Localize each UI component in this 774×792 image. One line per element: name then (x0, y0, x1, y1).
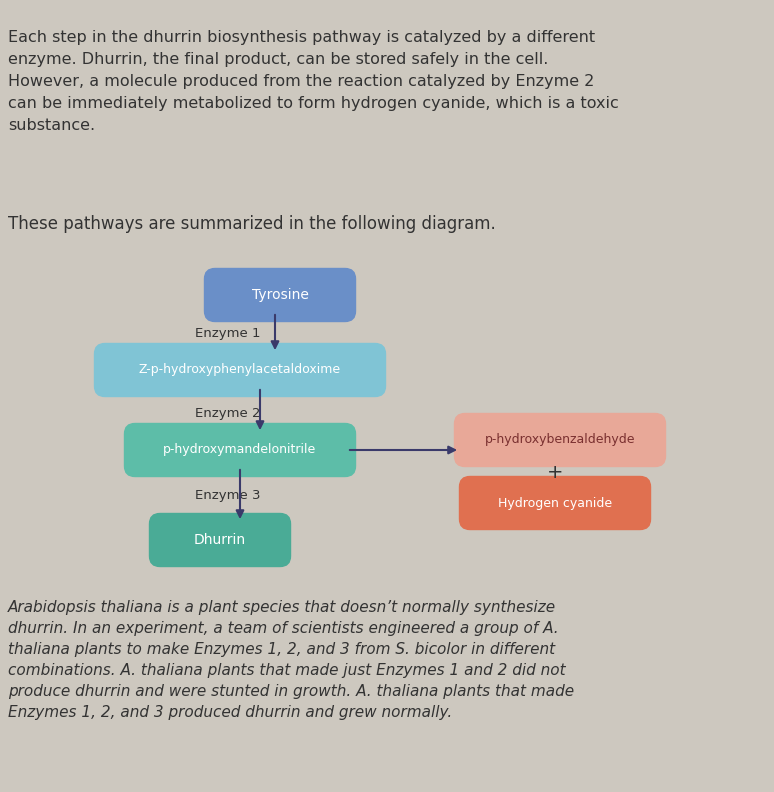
FancyBboxPatch shape (454, 413, 666, 467)
Text: Tyrosine: Tyrosine (252, 288, 308, 302)
FancyBboxPatch shape (204, 268, 356, 322)
Text: Z-p-hydroxyphenylacetaldoxime: Z-p-hydroxyphenylacetaldoxime (139, 364, 341, 376)
Text: Dhurrin: Dhurrin (194, 533, 246, 547)
FancyBboxPatch shape (149, 512, 291, 567)
Text: can be immediately metabolized to form hydrogen cyanide, which is a toxic: can be immediately metabolized to form h… (8, 96, 618, 111)
Text: +: + (546, 463, 563, 482)
Text: dhurrin. In an experiment, a team of scientists engineered a group of A.: dhurrin. In an experiment, a team of sci… (8, 621, 559, 636)
Text: Enzyme 3: Enzyme 3 (195, 489, 261, 501)
Text: Enzymes 1, 2, and 3 produced dhurrin and grew normally.: Enzymes 1, 2, and 3 produced dhurrin and… (8, 705, 452, 720)
Text: p-hydroxybenzaldehyde: p-hydroxybenzaldehyde (485, 433, 635, 447)
Text: Each step in the dhurrin biosynthesis pathway is catalyzed by a different: Each step in the dhurrin biosynthesis pa… (8, 30, 595, 45)
Text: Arabidopsis thaliana is a plant species that doesn’t normally synthesize: Arabidopsis thaliana is a plant species … (8, 600, 557, 615)
FancyBboxPatch shape (94, 343, 386, 398)
Text: These pathways are summarized in the following diagram.: These pathways are summarized in the fol… (8, 215, 496, 233)
Text: enzyme. Dhurrin, the final product, can be stored safely in the cell.: enzyme. Dhurrin, the final product, can … (8, 52, 548, 67)
Text: thaliana plants to make Enzymes 1, 2, and 3 from S. bicolor in different: thaliana plants to make Enzymes 1, 2, an… (8, 642, 555, 657)
FancyBboxPatch shape (124, 423, 356, 478)
Text: Hydrogen cyanide: Hydrogen cyanide (498, 497, 612, 509)
Text: substance.: substance. (8, 118, 95, 133)
Text: produce dhurrin and were stunted in growth. A. thaliana plants that made: produce dhurrin and were stunted in grow… (8, 684, 574, 699)
Text: p-hydroxymandelonitrile: p-hydroxymandelonitrile (163, 444, 317, 456)
FancyBboxPatch shape (459, 476, 651, 530)
Text: Enzyme 2: Enzyme 2 (195, 406, 261, 420)
Text: Enzyme 1: Enzyme 1 (195, 326, 261, 340)
Text: combinations. A. thaliana plants that made just Enzymes 1 and 2 did not: combinations. A. thaliana plants that ma… (8, 663, 566, 678)
Text: However, a molecule produced from the reaction catalyzed by Enzyme 2: However, a molecule produced from the re… (8, 74, 594, 89)
